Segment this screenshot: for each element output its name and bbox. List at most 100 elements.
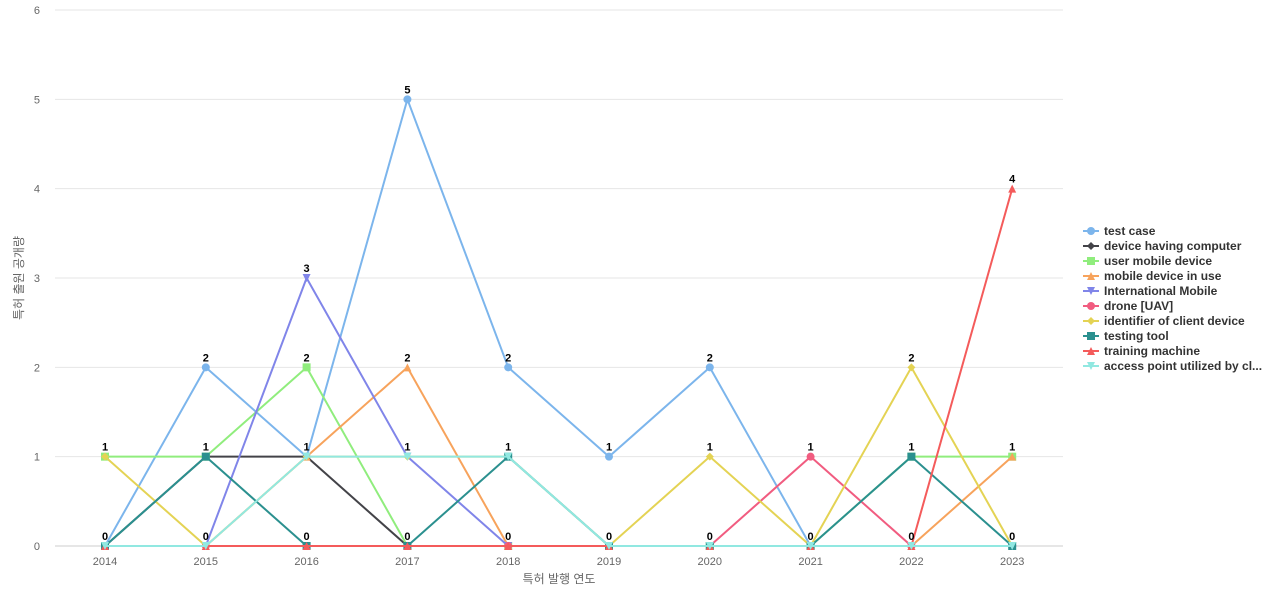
x-tick-label: 2020 <box>698 556 722 568</box>
series-line <box>104 98 1013 547</box>
data-label: 0 <box>707 531 713 543</box>
data-point <box>302 363 311 372</box>
x-tick-label: 2021 <box>798 556 822 568</box>
data-point <box>201 542 210 550</box>
data-point <box>705 542 714 550</box>
data-point <box>907 363 916 372</box>
data-label: 2 <box>908 352 914 364</box>
data-label: 1 <box>808 442 814 454</box>
data-point <box>1008 542 1017 550</box>
x-tick-label: 2022 <box>899 556 923 568</box>
data-label: 2 <box>304 352 310 364</box>
data-point <box>403 542 412 550</box>
legend-marker <box>1087 362 1095 370</box>
data-point <box>504 542 513 550</box>
legend-item: access point utilized by cl... <box>1083 359 1262 373</box>
data-point <box>907 452 916 461</box>
data-point <box>403 452 412 461</box>
legend-label: identifier of client device <box>1104 314 1245 328</box>
x-tick-label: 2016 <box>294 556 318 568</box>
legend-label: user mobile device <box>1104 254 1212 268</box>
legend-label: test case <box>1104 224 1156 238</box>
data-label: 1 <box>304 442 310 454</box>
y-tick-label: 3 <box>34 273 40 285</box>
data-label: 0 <box>606 531 612 543</box>
data-label: 1 <box>102 442 108 454</box>
y-tick-label: 6 <box>34 5 40 17</box>
data-label: 0 <box>1009 531 1015 543</box>
data-label: 2 <box>404 352 410 364</box>
data-point <box>302 274 311 282</box>
data-point <box>403 95 412 104</box>
data-label: 2 <box>505 352 511 364</box>
data-label: 3 <box>304 263 310 275</box>
data-label: 0 <box>908 531 914 543</box>
legend-item: training machine <box>1083 344 1200 358</box>
x-axis-label: 특허 발행 연도 <box>523 571 596 586</box>
data-label: 5 <box>404 84 410 96</box>
legend-label: device having computer <box>1104 239 1242 253</box>
y-axis-label: 특허 출원 공개량 <box>12 236 26 320</box>
x-tick-label: 2018 <box>496 556 520 568</box>
legend-label: training machine <box>1104 344 1200 358</box>
legend-item: drone [UAV] <box>1083 299 1173 313</box>
legend-marker <box>1087 272 1095 280</box>
x-axis-ticks: 2014 2015 2016 2017 2018 2019 2020 2021 2022 2023 <box>93 556 1025 568</box>
data-point <box>403 363 412 372</box>
data-point <box>1008 184 1017 193</box>
series-1 <box>101 95 1017 550</box>
data-point <box>705 363 714 372</box>
data-label: 1 <box>505 442 511 454</box>
data-label: 0 <box>203 531 209 543</box>
y-tick-label: 5 <box>34 94 40 106</box>
data-point <box>605 542 613 550</box>
legend-item: testing tool <box>1083 329 1169 343</box>
legend-label: mobile device in use <box>1104 269 1222 283</box>
data-point <box>201 363 210 372</box>
data-labels: 1 0 2 1 0 3 2 1 0 5 2 1 0 2 1 0 1 0 2 1 0 1 0 2 1 0 4 1 0 <box>102 84 1016 543</box>
y-tick-label: 4 <box>34 184 40 196</box>
legend-marker <box>1087 242 1095 250</box>
legend-marker <box>1087 257 1095 265</box>
data-point <box>605 452 613 461</box>
data-label: 1 <box>707 442 713 454</box>
x-tick-label: 2019 <box>597 556 621 568</box>
legend-item: user mobile device <box>1083 254 1212 268</box>
data-label: 0 <box>404 531 410 543</box>
data-label: 2 <box>707 352 713 364</box>
data-label: 1 <box>404 442 410 454</box>
x-tick-label: 2015 <box>194 556 218 568</box>
data-point <box>302 542 311 550</box>
legend-marker <box>1087 227 1095 235</box>
data-point <box>101 542 109 550</box>
data-label: 1 <box>1009 442 1015 454</box>
x-tick-label: 2017 <box>395 556 419 568</box>
data-label: 4 <box>1009 174 1016 186</box>
y-tick-label: 1 <box>34 452 40 464</box>
legend-item: mobile device in use <box>1083 269 1222 283</box>
y-axis-ticks: 0 1 2 3 4 5 6 <box>34 5 40 553</box>
data-label: 0 <box>102 531 108 543</box>
legend-marker <box>1087 347 1095 355</box>
series-line <box>105 455 1013 547</box>
legend-marker <box>1087 287 1095 295</box>
data-label: 2 <box>203 352 209 364</box>
data-label: 1 <box>606 442 612 454</box>
y-tick-label: 0 <box>34 541 40 553</box>
series-group <box>101 95 1017 550</box>
y-tick-label: 2 <box>34 362 40 374</box>
legend-marker <box>1087 317 1095 325</box>
data-label: 0 <box>304 531 310 543</box>
x-tick-label: 2014 <box>93 556 117 568</box>
legend-label: access point utilized by cl... <box>1104 359 1262 373</box>
data-point <box>504 452 513 461</box>
series-10 <box>101 452 1017 550</box>
data-label: 1 <box>203 442 209 454</box>
data-point <box>705 452 714 461</box>
legend-label: testing tool <box>1104 329 1169 343</box>
data-label: 0 <box>505 531 511 543</box>
data-point <box>1008 452 1017 461</box>
grid-lines <box>55 9 1063 547</box>
